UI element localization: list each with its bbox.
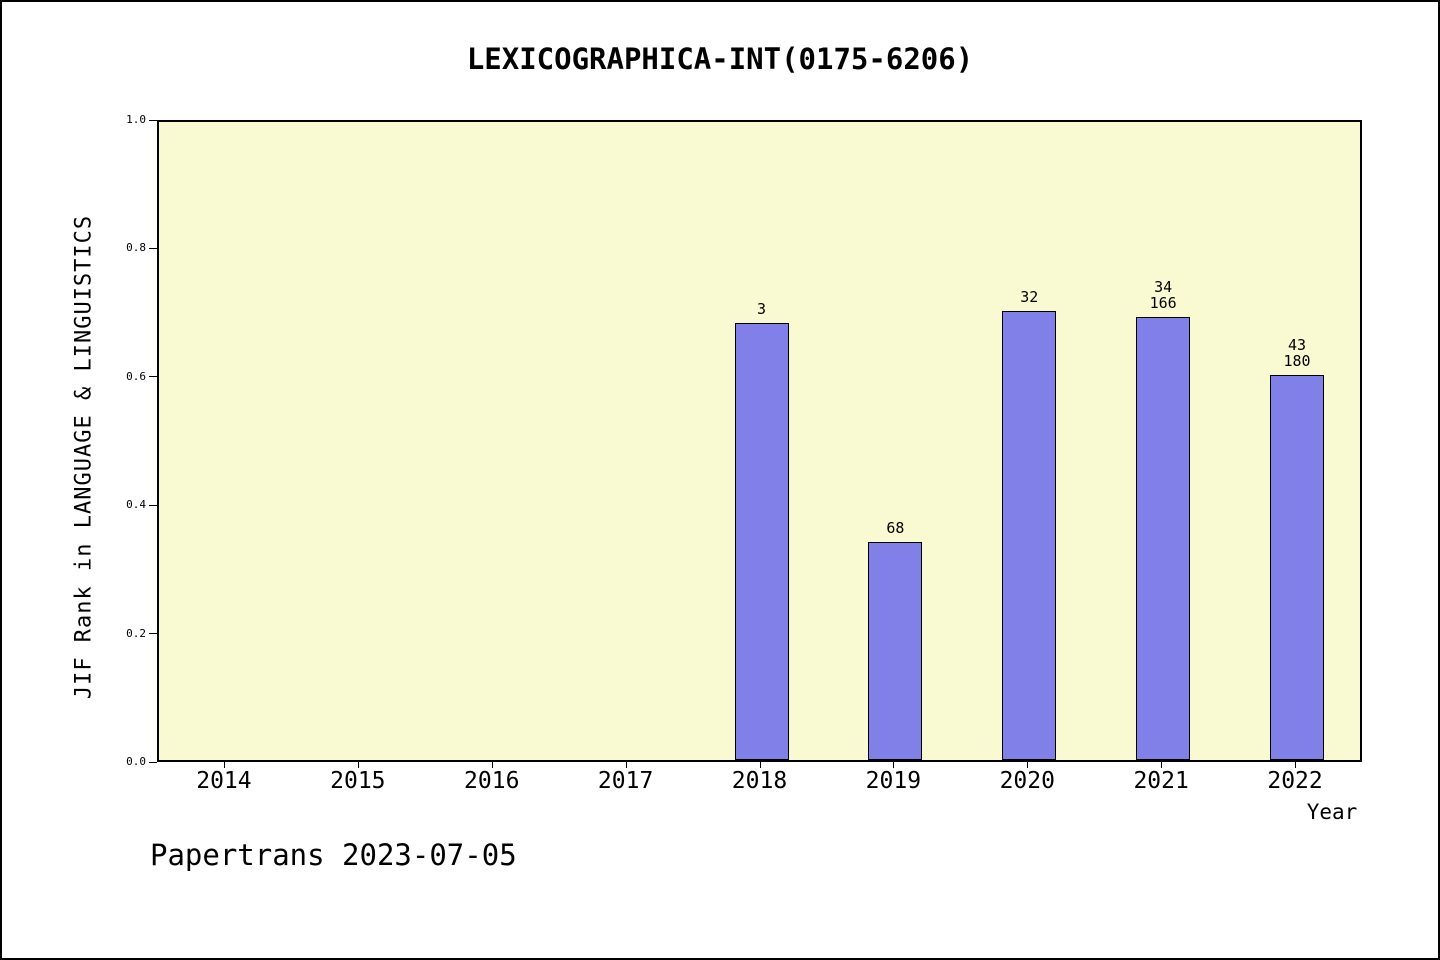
y-tick-mark bbox=[149, 376, 157, 378]
watermark-text: Papertrans 2023-07-05 bbox=[150, 838, 517, 872]
bar-2019 bbox=[868, 541, 923, 760]
y-tick-label: 0.2 bbox=[126, 626, 146, 640]
x-tick-label: 2018 bbox=[731, 768, 788, 794]
chart-title: LEXICOGRAPHICA-INT(0175-6206) bbox=[466, 42, 974, 76]
x-tick-mark bbox=[893, 762, 895, 768]
x-tick-mark bbox=[1027, 762, 1029, 768]
x-tick-mark bbox=[759, 762, 761, 768]
bar-value-label: 43 180 bbox=[1283, 335, 1311, 370]
x-tick-mark bbox=[1161, 762, 1163, 768]
y-tick-label: 0.8 bbox=[126, 241, 146, 255]
bar-2018 bbox=[734, 323, 789, 760]
y-tick-label: 0.6 bbox=[126, 369, 146, 383]
x-tick-mark bbox=[625, 762, 627, 768]
y-tick-label: 0.0 bbox=[126, 755, 146, 768]
x-tick-mark bbox=[223, 762, 225, 768]
y-tick-mark bbox=[149, 761, 157, 763]
bar-value-label: 68 bbox=[886, 518, 905, 537]
bar-value-label: 34 166 bbox=[1149, 278, 1177, 313]
x-tick-label: 2016 bbox=[464, 768, 520, 794]
x-axis-label: Year bbox=[1306, 800, 1358, 824]
y-tick-label: 0.4 bbox=[126, 498, 146, 512]
x-tick-label: 2015 bbox=[330, 768, 386, 794]
y-tick-mark bbox=[149, 504, 157, 506]
bar-2022 bbox=[1270, 374, 1325, 760]
y-tick-label: 1.0 bbox=[126, 113, 146, 126]
bar-2021 bbox=[1136, 317, 1191, 760]
x-tick-mark bbox=[357, 762, 359, 768]
y-tick-mark bbox=[149, 247, 157, 249]
x-tick-label: 2017 bbox=[597, 768, 654, 794]
x-tick-mark bbox=[1295, 762, 1297, 768]
x-tick-label: 2019 bbox=[865, 768, 922, 794]
y-axis-label: JIF Rank in LANGUAGE & LINGUISTICS bbox=[71, 214, 97, 700]
y-tick-mark bbox=[149, 633, 157, 635]
bar-value-label: 3 bbox=[756, 300, 767, 319]
x-tick-mark bbox=[491, 762, 493, 768]
x-tick-label: 2020 bbox=[999, 768, 1055, 794]
plot-area: 3 68 32 34 166 43 180 bbox=[157, 120, 1362, 762]
x-tick-label: 2022 bbox=[1267, 768, 1323, 794]
x-tick-label: 2021 bbox=[1133, 768, 1189, 794]
bar-value-label: 32 bbox=[1020, 287, 1039, 306]
x-tick-label: 2014 bbox=[196, 768, 252, 794]
bar-2020 bbox=[1002, 310, 1057, 760]
y-tick-mark bbox=[149, 119, 157, 121]
